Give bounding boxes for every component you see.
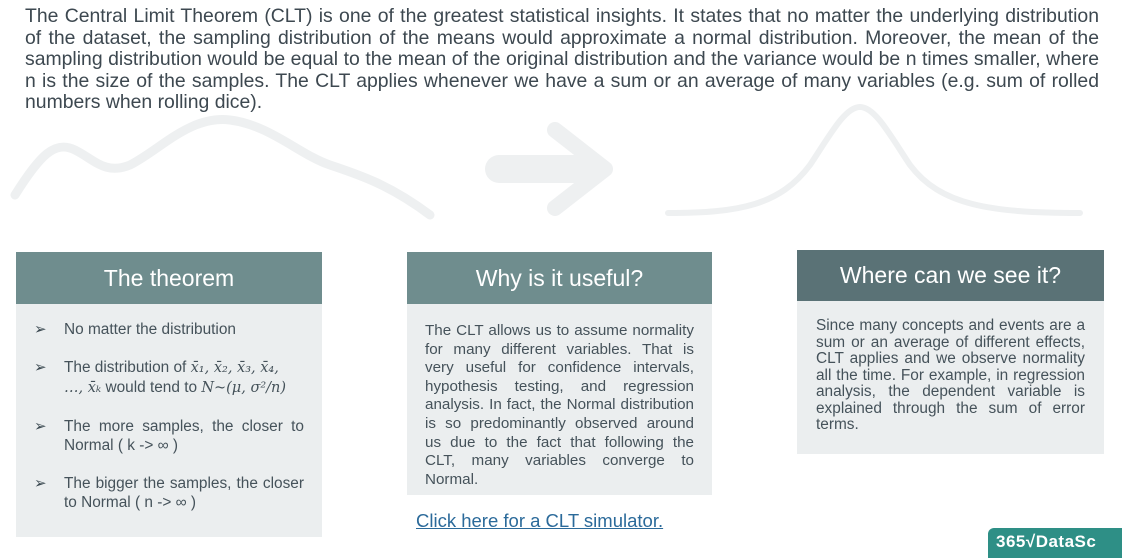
theorem-card: The theorem ➢ No matter the distribution… [16, 252, 322, 537]
arrow-bullet-icon: ➢ [34, 417, 47, 435]
sample-means-formula: x̄₁, x̄₂, x̄₃, x̄₄, [190, 359, 279, 376]
brand-logo: 365√DataSc [988, 528, 1122, 558]
intro-paragraph: The Central Limit Theorem (CLT) is one o… [25, 5, 1099, 113]
arrow-bullet-icon: ➢ [34, 321, 47, 338]
list-item: ➢ No matter the distribution [34, 321, 236, 338]
clt-simulator-link[interactable]: Click here for a CLT simulator. [416, 510, 664, 531]
where-see-card: Where can we see it? Since many concepts… [797, 250, 1104, 454]
arrow-bullet-icon: ➢ [34, 474, 47, 492]
list-item: ➢ The more samples, the closer to Normal… [34, 417, 304, 455]
normal-curve [665, 103, 1083, 216]
theorem-card-title: The theorem [16, 252, 322, 304]
theorem-bullet-list: ➢ No matter the distribution ➢ The distr… [34, 320, 304, 531]
list-item: ➢ The distribution of x̄₁, x̄₂, x̄₃, x̄₄… [34, 358, 287, 397]
arrow-bullet-icon: ➢ [34, 358, 47, 376]
where-see-card-title: Where can we see it? [797, 250, 1104, 301]
arrow-icon [485, 122, 613, 216]
why-useful-body: The CLT allows us to assume normality fo… [425, 322, 694, 488]
normal-distribution-formula: N~(μ, σ²/n) [201, 380, 287, 396]
list-item: ➢ The bigger the samples, the closer to … [34, 474, 304, 512]
distribution-illustration [10, 103, 1083, 220]
where-see-body: Since many concepts and events are a sum… [816, 317, 1085, 433]
why-useful-card: Why is it useful? The CLT allows us to a… [407, 252, 712, 495]
sample-mean-k: …, x̄ₖ [64, 380, 102, 396]
why-useful-card-title: Why is it useful? [407, 252, 712, 304]
skewed-curve [10, 115, 435, 220]
